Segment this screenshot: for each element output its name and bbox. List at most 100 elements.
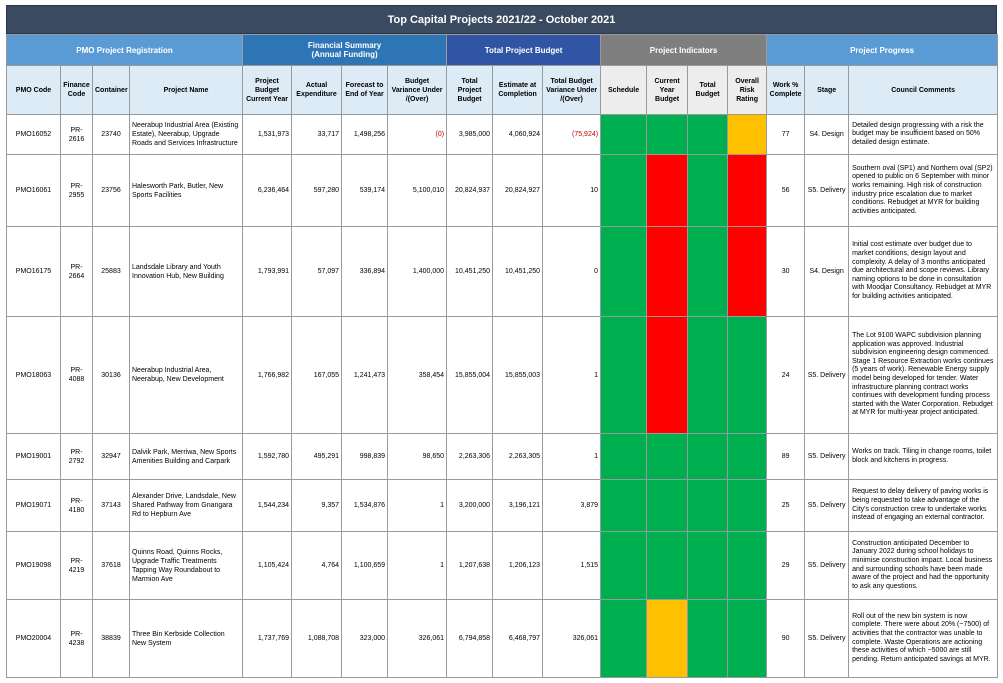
indicator-overall-risk — [727, 433, 768, 480]
cell-forecast-end-year: 1,241,473 — [341, 316, 389, 434]
indicator-total-budget — [687, 316, 729, 434]
cell-work-complete: 77 — [766, 114, 806, 155]
table-row: PMO20004 PR-4238 38839 Three Bin Kerbside C… — [6, 599, 999, 678]
cell-estimate-completion: 1,206,123 — [492, 531, 544, 600]
cell-estimate-completion: 3,196,121 — [492, 479, 544, 532]
col-forecast-end-year: Forecast to End of Year — [341, 65, 389, 115]
cell-actual-expenditure: 495,291 — [291, 433, 343, 480]
indicator-overall-risk — [727, 114, 768, 155]
cell-total-budget-variance: 1,515 — [542, 531, 602, 600]
cell-work-complete: 25 — [766, 479, 806, 532]
indicator-overall-risk — [727, 531, 768, 600]
cell-total-project-budget: 20,824,937 — [446, 154, 494, 227]
cell-budget-current-year: 1,793,991 — [242, 226, 293, 317]
indicator-total-budget — [687, 531, 729, 600]
col-estimate-completion: Estimate at Completion — [492, 65, 544, 115]
cell-council-comment: Works on track. Tiling in change rooms, … — [848, 433, 999, 480]
cell-stage: S5. Delivery — [804, 433, 850, 480]
cell-pmo-code: PMO16052 — [6, 114, 61, 155]
table-row: PMO19098 PR-4219 37618 Quinns Road, Quinns … — [6, 531, 999, 600]
cell-finance-code: PR-4238 — [60, 599, 93, 678]
cell-budget-current-year: 1,105,424 — [242, 531, 293, 600]
cell-estimate-completion: 2,263,305 — [492, 433, 544, 480]
cell-container: 32947 — [92, 433, 130, 480]
report-container: Top Capital Projects 2021/22 - October 2… — [5, 5, 999, 678]
indicator-current-year-budget — [646, 114, 689, 155]
cell-container: 30136 — [92, 316, 130, 434]
cell-council-comment: The Lot 9100 WAPC subdivision planning a… — [848, 316, 999, 434]
cell-budget-current-year: 1,544,234 — [242, 479, 293, 532]
cell-forecast-end-year: 323,000 — [341, 599, 389, 678]
indicator-current-year-budget — [646, 531, 689, 600]
cell-finance-code: PR-2792 — [60, 433, 93, 480]
cell-total-project-budget: 1,207,638 — [446, 531, 494, 600]
indicator-schedule — [600, 531, 648, 600]
table-row: PMO19001 PR-2792 32947 Dalvik Park, Merriwa… — [6, 433, 999, 480]
group-header-financial-line2: (Annual Funding) — [311, 50, 378, 59]
cell-council-comment: Detailed design progressing with a risk … — [848, 114, 999, 155]
indicator-schedule — [600, 226, 648, 317]
cell-project-name: Alexander Drive, Landsdale, New Shared P… — [128, 479, 244, 532]
cell-forecast-end-year: 1,100,659 — [341, 531, 389, 600]
cell-finance-code: PR-2616 — [60, 114, 93, 155]
cell-finance-code: PR-4088 — [60, 316, 93, 434]
cell-pmo-code: PMO19001 — [6, 433, 61, 480]
group-header-financial: Financial Summary (Annual Funding) — [242, 34, 448, 66]
cell-pmo-code: PMO18063 — [6, 316, 61, 434]
cell-estimate-completion: 15,855,003 — [492, 316, 544, 434]
col-project-name: Project Name — [128, 65, 244, 115]
cell-estimate-completion: 20,824,927 — [492, 154, 544, 227]
cell-total-project-budget: 3,200,000 — [446, 479, 494, 532]
cell-container: 25883 — [92, 226, 130, 317]
cell-total-budget-variance: 1 — [542, 316, 602, 434]
table-row: PMO18063 PR-4088 30136 Neerabup Industrial … — [6, 316, 999, 434]
group-header-progress: Project Progress — [766, 34, 999, 66]
cell-stage: S5. Delivery — [804, 599, 850, 678]
group-header-pmo: PMO Project Registration — [5, 34, 244, 66]
col-actual-expenditure: Actual Expenditure — [291, 65, 343, 115]
cell-budget-current-year: 1,592,780 — [242, 433, 293, 480]
indicator-schedule — [600, 114, 648, 155]
cell-budget-variance: 1,400,000 — [387, 226, 448, 317]
cell-stage: S5. Delivery — [804, 154, 850, 227]
col-container: Container — [92, 65, 130, 115]
indicator-total-budget — [687, 154, 729, 227]
col-total-budget: Total Budget — [687, 65, 729, 115]
col-stage: Stage — [804, 65, 850, 115]
cell-estimate-completion: 10,451,250 — [492, 226, 544, 317]
cell-total-budget-variance: 10 — [542, 154, 602, 227]
cell-finance-code: PR-2955 — [60, 154, 93, 227]
cell-pmo-code: PMO16175 — [6, 226, 61, 317]
col-overall-risk: Overall Risk Rating — [727, 65, 768, 115]
cell-budget-current-year: 1,766,982 — [242, 316, 293, 434]
cell-finance-code: PR-4180 — [60, 479, 93, 532]
cell-actual-expenditure: 1,088,708 — [291, 599, 343, 678]
cell-container: 37618 — [92, 531, 130, 600]
cell-pmo-code: PMO19071 — [6, 479, 61, 532]
indicator-schedule — [600, 599, 648, 678]
table-row: PMO19071 PR-4180 37143 Alexander Drive, Lan… — [6, 479, 999, 532]
indicator-current-year-budget — [646, 226, 689, 317]
cell-project-name: Neerabup Industrial Area, Neerabup, New … — [128, 316, 244, 434]
col-schedule: Schedule — [600, 65, 648, 115]
cell-container: 37143 — [92, 479, 130, 532]
indicator-overall-risk — [727, 599, 768, 678]
cell-estimate-completion: 6,468,797 — [492, 599, 544, 678]
projects-table: PMO Project Registration Financial Summa… — [5, 34, 999, 678]
indicator-total-budget — [687, 479, 729, 532]
cell-total-project-budget: 2,263,306 — [446, 433, 494, 480]
cell-council-comment: Initial cost estimate over budget due to… — [848, 226, 999, 317]
cell-budget-current-year: 6,236,464 — [242, 154, 293, 227]
cell-total-project-budget: 3,985,000 — [446, 114, 494, 155]
cell-project-name: Halesworth Park, Butler, New Sports Faci… — [128, 154, 244, 227]
indicator-current-year-budget — [646, 599, 689, 678]
cell-stage: S4. Design — [804, 114, 850, 155]
cell-total-project-budget: 15,855,004 — [446, 316, 494, 434]
cell-container: 38839 — [92, 599, 130, 678]
cell-council-comment: Roll out of the new bin system is now co… — [848, 599, 999, 678]
cell-budget-variance: 326,061 — [387, 599, 448, 678]
cell-budget-variance: 1 — [387, 479, 448, 532]
cell-container: 23756 — [92, 154, 130, 227]
cell-budget-variance: 98,650 — [387, 433, 448, 480]
indicator-total-budget — [687, 433, 729, 480]
